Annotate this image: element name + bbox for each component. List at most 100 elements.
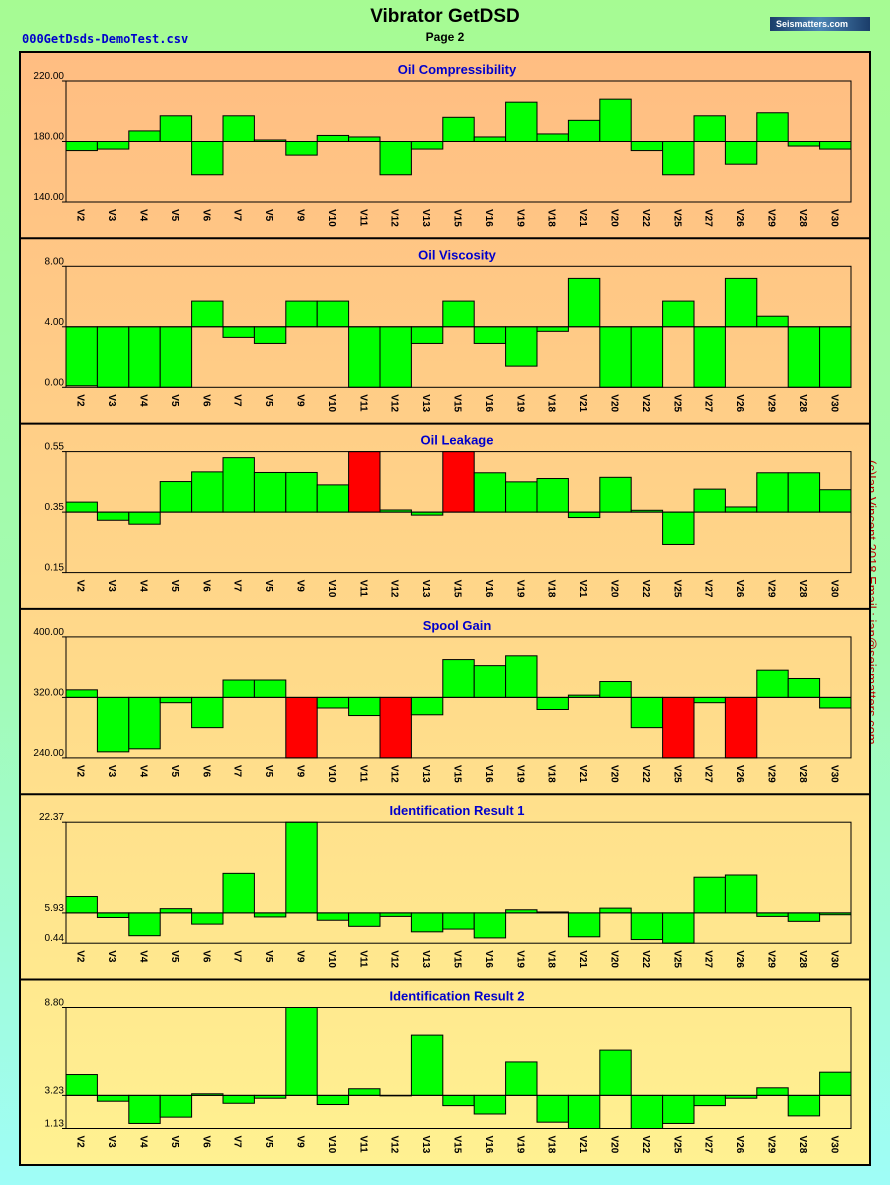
x-tick-label: V27 <box>703 209 714 227</box>
x-tick-label: V30 <box>828 209 839 227</box>
bar <box>65 141 98 152</box>
x-tick-label: V22 <box>640 1136 651 1154</box>
chart-title: Spool Gain <box>423 618 492 633</box>
y-tick-label: 0.55 <box>45 442 65 453</box>
bar <box>96 696 130 753</box>
x-tick-label: V5 <box>263 209 274 222</box>
x-tick-label: V11 <box>357 950 368 968</box>
y-tick-label: 22.37 <box>39 812 64 823</box>
bar <box>222 115 255 142</box>
y-tick-label: 0.15 <box>45 563 65 574</box>
bar <box>442 300 475 328</box>
x-tick-label: V25 <box>671 765 682 783</box>
x-tick-label: V19 <box>514 765 525 783</box>
x-tick-label: V15 <box>452 209 463 227</box>
bar <box>787 912 821 922</box>
bar <box>379 696 412 759</box>
x-tick-label: V6 <box>200 209 211 222</box>
bar <box>505 1061 538 1096</box>
bar <box>159 696 193 704</box>
x-tick-label: V28 <box>797 1136 808 1154</box>
x-tick-label: V5 <box>169 580 180 593</box>
x-tick-label: V29 <box>766 580 777 598</box>
x-tick-label: V28 <box>797 580 808 598</box>
bar <box>473 326 507 344</box>
seismatters-logo: Seismatters.com <box>770 17 870 31</box>
x-tick-label: V9 <box>295 394 306 407</box>
bar <box>65 1074 98 1096</box>
x-tick-label: V5 <box>263 1136 274 1149</box>
x-tick-label: V18 <box>546 950 557 968</box>
x-tick-label: V4 <box>138 765 149 778</box>
x-tick-label: V11 <box>357 209 368 227</box>
x-tick-label: V12 <box>389 394 400 412</box>
bar <box>819 141 852 150</box>
bar <box>599 681 632 698</box>
bar <box>442 1094 475 1107</box>
x-tick-label: V30 <box>828 394 839 412</box>
bar <box>348 696 381 717</box>
bar <box>693 115 726 142</box>
bar <box>819 1071 852 1096</box>
x-tick-label: V16 <box>483 209 494 227</box>
x-tick-label: V26 <box>734 950 745 968</box>
chart-panel-1: Oil Compressibility 140.00 180.00 220.00 V2 V… <box>33 62 852 227</box>
bar <box>599 326 632 388</box>
x-tick-label: V21 <box>577 765 588 783</box>
x-tick-label: V4 <box>138 1136 149 1149</box>
x-tick-label: V16 <box>483 394 494 412</box>
bar <box>96 141 130 150</box>
plot-frame <box>65 1007 852 1129</box>
x-tick-label: V10 <box>326 209 337 227</box>
x-tick-label: V12 <box>389 1136 400 1154</box>
x-tick-label: V27 <box>703 394 714 412</box>
bar <box>787 141 821 147</box>
bar <box>473 1094 507 1115</box>
bar <box>473 136 507 143</box>
bar <box>348 136 381 143</box>
x-tick-label: V13 <box>420 765 431 783</box>
bar <box>599 907 632 914</box>
bar <box>693 326 726 388</box>
x-tick-label: V19 <box>514 580 525 598</box>
y-tick-label: 320.00 <box>33 687 64 698</box>
x-tick-label: V4 <box>138 394 149 407</box>
x-tick-label: V18 <box>546 209 557 227</box>
bar <box>756 315 789 328</box>
x-tick-label: V29 <box>766 765 777 783</box>
bar <box>693 1094 726 1107</box>
x-tick-label: V25 <box>671 580 682 598</box>
x-tick-label: V12 <box>389 580 400 598</box>
bar <box>536 133 569 142</box>
bar <box>96 912 130 918</box>
y-tick-label: 5.93 <box>45 903 65 914</box>
x-tick-label: V16 <box>483 1136 494 1154</box>
x-tick-label: V26 <box>734 394 745 412</box>
x-tick-label: V10 <box>326 580 337 598</box>
bar <box>379 912 412 917</box>
x-tick-label: V20 <box>609 950 620 968</box>
bar <box>693 696 726 704</box>
bar <box>724 874 758 914</box>
y-tick-label: 8.00 <box>45 256 65 267</box>
bar <box>285 471 318 513</box>
bar <box>159 1094 193 1118</box>
bar <box>662 1094 695 1124</box>
bar <box>724 696 758 759</box>
bar <box>348 1088 381 1096</box>
x-tick-label: V10 <box>326 950 337 968</box>
x-tick-label: V30 <box>828 1136 839 1154</box>
bar <box>599 476 632 513</box>
x-tick-label: V13 <box>420 1136 431 1154</box>
bar <box>410 326 444 344</box>
bar <box>285 821 318 914</box>
bar <box>819 489 852 513</box>
bar <box>536 478 569 513</box>
bar <box>65 326 98 387</box>
bar <box>630 326 664 388</box>
x-tick-label: V5 <box>169 950 180 963</box>
x-tick-label: V11 <box>357 394 368 412</box>
bar <box>442 659 475 698</box>
plot-frame <box>65 821 852 944</box>
bar <box>222 679 255 698</box>
